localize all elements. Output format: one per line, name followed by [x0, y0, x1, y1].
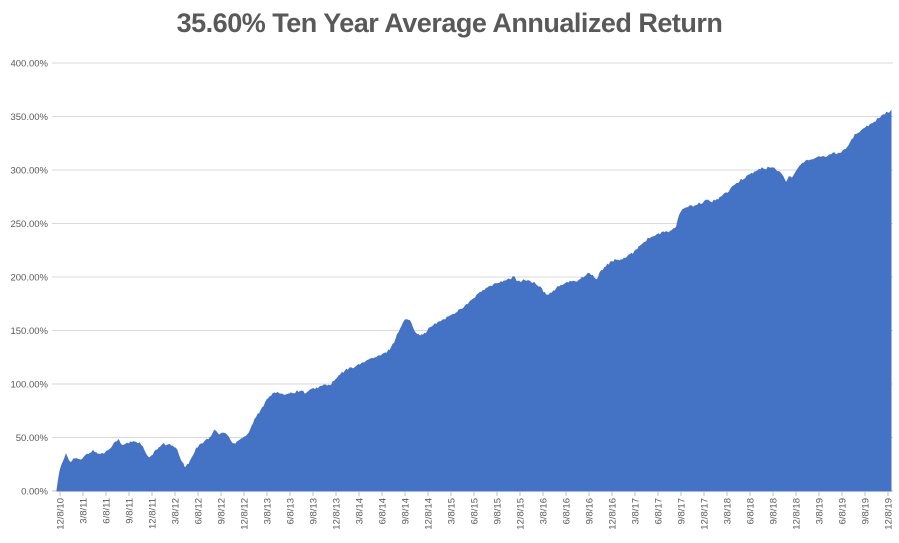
x-axis-label: 9/8/12 [217, 498, 228, 524]
x-axis-label: 6/8/15 [470, 498, 481, 524]
x-axis-label: 6/8/19 [838, 498, 849, 524]
x-axis-label: 9/8/18 [769, 498, 780, 524]
x-axis-label: 12/8/14 [424, 498, 435, 530]
x-axis-label: 12/8/10 [56, 498, 67, 530]
x-axis-label: 6/8/11 [102, 498, 113, 524]
y-axis-label: 100.00% [10, 380, 48, 391]
y-axis-label: 350.00% [10, 112, 48, 123]
x-axis-label: 6/8/17 [654, 498, 665, 524]
y-axis-label: 150.00% [10, 326, 48, 337]
y-axis-label: 0.00% [21, 487, 48, 498]
x-axis-label: 3/8/19 [815, 498, 826, 524]
x-axis-label: 12/8/12 [240, 498, 251, 530]
y-axis-label: 200.00% [10, 273, 48, 284]
x-axis-label: 3/8/14 [355, 498, 366, 524]
x-axis-label: 3/8/16 [539, 498, 550, 524]
x-axis-label: 9/8/13 [309, 498, 320, 524]
x-axis-label: 3/8/18 [723, 498, 734, 524]
x-axis-label: 3/8/12 [171, 498, 182, 524]
x-axis-label: 12/8/13 [332, 498, 343, 530]
y-axis-label: 400.00% [10, 59, 48, 70]
x-axis-label: 3/8/17 [631, 498, 642, 524]
x-axis-label: 9/8/17 [677, 498, 688, 524]
x-axis-label: 6/8/12 [194, 498, 205, 524]
x-axis-label: 9/8/11 [125, 498, 136, 524]
x-axis-label: 6/8/16 [562, 498, 573, 524]
x-axis-label: 12/8/15 [516, 498, 527, 530]
x-axis-label: 6/8/18 [746, 498, 757, 524]
x-axis-label: 9/8/14 [401, 498, 412, 524]
x-axis-label: 12/8/16 [608, 498, 619, 530]
x-axis-label: 6/8/13 [286, 498, 297, 524]
x-axis-label: 3/8/15 [447, 498, 458, 524]
chart-title: 35.60% Ten Year Average Annualized Retur… [176, 8, 723, 38]
y-axis-label: 50.00% [16, 433, 49, 444]
y-axis-label: 300.00% [10, 166, 48, 177]
x-axis-label: 12/8/11 [148, 498, 159, 529]
x-axis-label: 9/8/15 [493, 498, 504, 524]
x-axis-label: 9/8/19 [861, 498, 872, 524]
x-axis-label: 12/8/17 [700, 498, 711, 530]
x-axis-label: 12/8/18 [792, 498, 803, 530]
x-axis-label: 3/8/13 [263, 498, 274, 524]
x-axis-label: 6/8/14 [378, 498, 389, 524]
area-series [56, 109, 892, 492]
x-axis-label: 3/8/11 [79, 498, 90, 524]
y-axis-label: 250.00% [10, 219, 48, 230]
x-axis-label: 12/8/19 [884, 498, 895, 530]
x-axis-label: 9/8/16 [585, 498, 596, 524]
